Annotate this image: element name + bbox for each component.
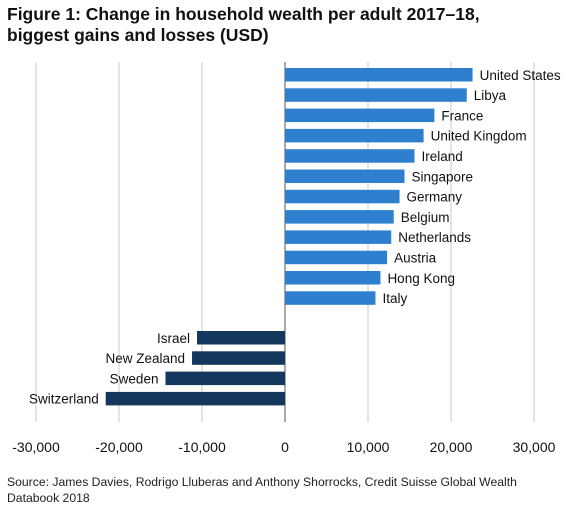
- category-label: Sweden: [110, 371, 159, 386]
- bar-gain: [285, 88, 467, 102]
- bar-gain: [285, 149, 414, 163]
- bar-loss: [192, 351, 285, 365]
- category-label: Germany: [407, 190, 463, 205]
- x-tick-label: -10,000: [178, 439, 226, 455]
- category-label: France: [441, 108, 483, 123]
- bar-gain: [285, 230, 391, 244]
- bar-loss: [197, 331, 285, 345]
- x-tick-label: -30,000: [12, 439, 60, 455]
- category-label: Switzerland: [29, 392, 99, 407]
- x-tick-label: -20,000: [95, 439, 143, 455]
- source-note: Source: James Davies, Rodrigo Lluberas a…: [7, 474, 567, 506]
- category-label: Ireland: [421, 149, 462, 164]
- category-label: Israel: [157, 331, 190, 346]
- bar-gain: [285, 251, 387, 265]
- category-label: New Zealand: [105, 351, 185, 366]
- x-tick-label: 20,000: [430, 439, 473, 455]
- category-label: Netherlands: [398, 230, 471, 245]
- category-label: Austria: [394, 250, 437, 265]
- source-line-2: Databook 2018: [7, 490, 567, 506]
- category-label: Belgium: [401, 210, 450, 225]
- bar-gain: [285, 190, 400, 204]
- bar-gain: [285, 68, 473, 82]
- source-line-1: Source: James Davies, Rodrigo Lluberas a…: [7, 474, 567, 490]
- category-label: United Kingdom: [431, 129, 527, 144]
- category-label: Italy: [382, 291, 407, 306]
- bar-loss: [165, 372, 285, 386]
- bar-gain: [285, 109, 434, 123]
- category-label: Hong Kong: [387, 271, 455, 286]
- bar-gain: [285, 129, 424, 143]
- x-tick-label: 10,000: [347, 439, 390, 455]
- category-label: Singapore: [412, 169, 474, 184]
- category-label: Libya: [474, 88, 507, 103]
- bar-loss: [106, 392, 285, 406]
- bar-gain: [285, 271, 380, 285]
- bar-gain: [285, 210, 394, 224]
- category-label: United States: [480, 68, 561, 83]
- bar-gain: [285, 291, 375, 305]
- x-tick-label: 30,000: [513, 439, 556, 455]
- bar-gain: [285, 170, 405, 184]
- x-tick-label: 0: [281, 439, 289, 455]
